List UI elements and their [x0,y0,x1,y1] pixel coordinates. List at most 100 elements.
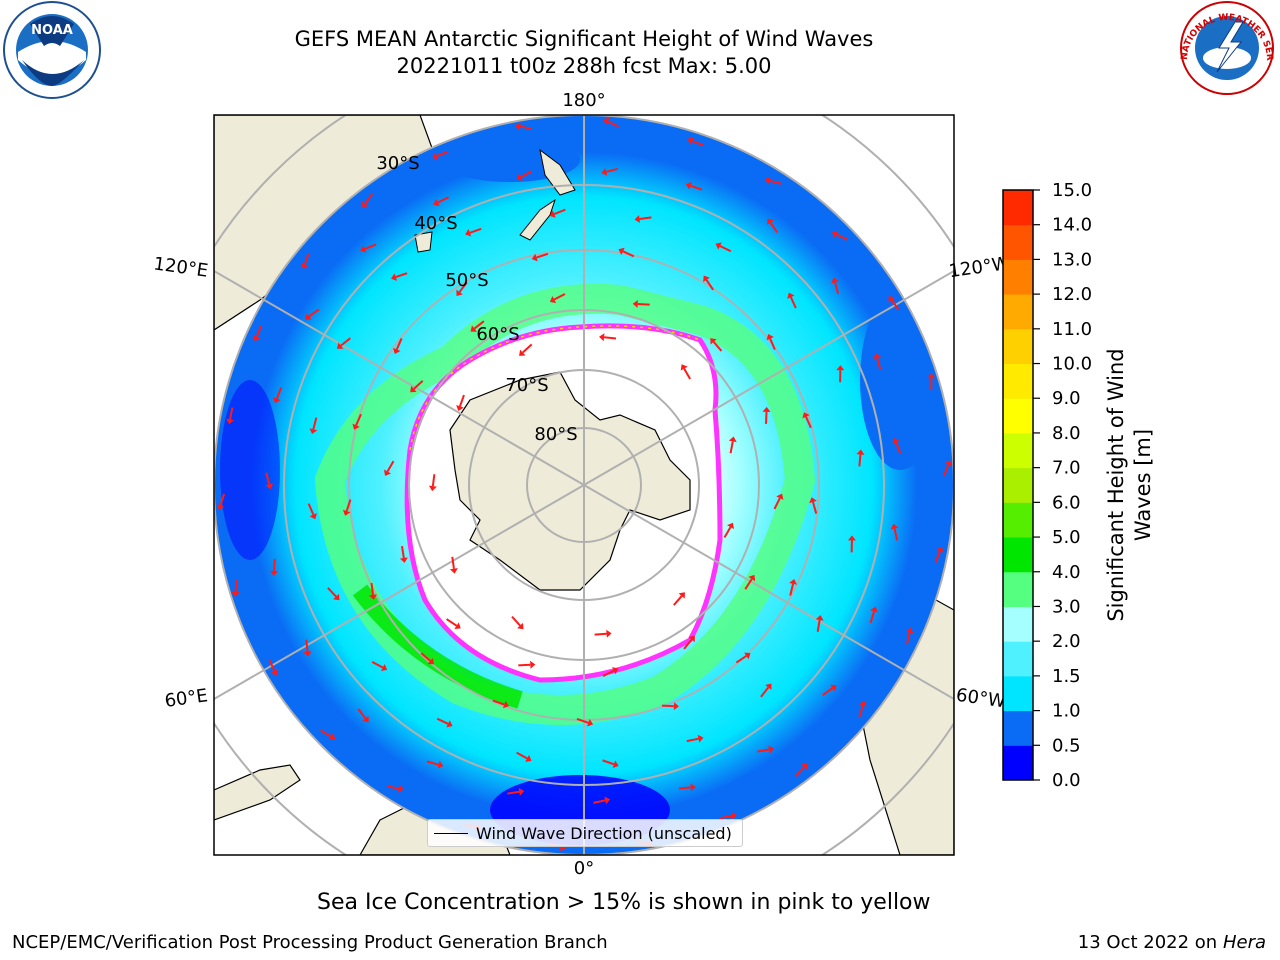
wind-wave-arrow-head [927,373,936,379]
lat-label-70s: 70°S [505,375,548,396]
wind-wave-arrow-head [216,504,225,511]
wind-wave-arrow [234,579,238,592]
wind-wave-arrow [459,394,465,407]
wind-wave-arrow [473,320,485,330]
wind-wave-arrow-head [516,173,523,181]
colorbar-segment [1003,294,1033,330]
antarctica-land [449,371,691,591]
wind-wave-arrow [934,550,941,563]
wind-wave-arrow-head [905,627,914,634]
wind-wave-arrow [769,179,782,185]
wind-wave-arrow-head [362,715,369,723]
wind-wave-arrow [594,632,607,636]
wind-wave-arrow [760,686,770,698]
wind-wave-arrow-head [336,342,344,349]
wind-wave-arrow [553,208,566,215]
wind-wave-arrows [216,117,952,852]
wind-wave-arrow-head [369,594,377,600]
colorbar-segment [1003,467,1033,503]
lat-label-40s: 40°S [414,213,457,234]
wind-wave-arrow [602,759,615,766]
colorbar-tick-label: 4.0 [1052,562,1081,583]
wind-wave-arrow-head [231,591,240,597]
wind-wave-arrow [413,380,424,390]
wind-wave-arrow [219,493,226,506]
legend-line-icon [434,832,468,834]
wind-wave-arrow-head [870,606,878,613]
map-legend: Wind Wave Direction (unscaled) [427,819,743,847]
wind-wave-arrow-head [549,295,557,304]
wind-wave-arrow-head [936,546,944,553]
wind-wave-arrow-head [673,702,679,711]
wind-wave-arrow [519,125,532,130]
wind-wave-arrow-head [454,622,461,629]
wind-wave-arrow-head [360,245,367,253]
colorbar-segment [1003,537,1033,573]
wind-wave-arrow-head [309,428,318,435]
wind-wave-arrow [386,785,399,790]
wind-wave-arrow [858,454,862,467]
wind-wave-arrow-head [428,485,437,492]
wind-wave-arrow [683,638,693,650]
wind-wave-arrow [518,663,531,667]
colorbar-segment [1003,571,1033,607]
wind-wave-arrow-head [685,181,692,190]
wind-wave-arrow-head [787,292,795,299]
colorbar-tick-label: 0.5 [1052,735,1081,756]
wind-wave-arrow-head [399,557,408,563]
wind-wave-arrow [622,250,635,258]
wind-wave-arrow [858,705,864,718]
wind-wave-arrow-head [515,122,521,131]
wind-wave-arrow-head [470,325,477,332]
wind-wave-arrow [607,120,619,128]
wind-wave-arrow [661,704,674,708]
wind-wave-arrow-head [601,167,608,176]
wind-wave-arrow-head [766,334,774,341]
wind-wave-arrow-head [715,242,722,250]
wind-wave-arrow-head [410,385,417,393]
wind-wave-arrow [327,587,337,598]
wind-wave-arrow [458,281,468,293]
lat-label-30s: 30°S [376,153,419,174]
wind-wave-arrow [690,184,703,191]
colorbar-segment [1003,398,1033,434]
wind-wave-arrow [401,545,405,559]
wind-wave-arrow [437,196,450,204]
wind-wave-arrow [895,442,902,455]
colorbar-tick-label: 15.0 [1052,180,1092,201]
wind-wave-arrow-head [802,412,810,419]
colorbar-segment [1003,190,1033,226]
wind-wave-arrow [789,296,797,309]
wind-wave-arrow [705,279,714,291]
wind-wave-arrow [602,669,615,677]
colorbar-tick-label: 10.0 [1052,354,1092,375]
wind-wave-arrow [795,766,805,777]
colorbar-segment [1003,363,1033,399]
wind-wave-arrow-head [270,570,279,576]
wind-wave-arrow [691,139,704,147]
wind-wave-arrow [773,497,781,510]
wind-wave-arrow-head [456,405,464,412]
wind-wave-arrow-head [599,333,605,342]
lon-label-0: 0° [574,858,594,879]
wind-wave-arrow-head [612,760,619,769]
wind-wave-arrow [345,499,352,512]
colorbar-segment [1003,606,1033,642]
wind-wave-arrow-head [252,335,261,342]
wind-wave-arrow-head [531,253,538,262]
wind-wave-arrow-head [634,215,641,223]
wind-wave-arrow-head [830,684,837,692]
wind-wave-arrow [303,252,310,265]
wind-wave-arrow [593,799,606,804]
wind-wave-arrow-head [727,522,734,530]
wind-wave-arrow [229,407,234,420]
wind-wave-arrow-head [380,664,388,672]
colorbar-tick-label: 9.0 [1052,388,1081,409]
wind-wave-arrow [307,503,315,516]
colorbar-segment [1003,710,1033,746]
colorbar-tick-label: 1.5 [1052,666,1081,687]
wind-wave-arrow [805,416,812,429]
wind-wave-arrow [492,699,505,706]
